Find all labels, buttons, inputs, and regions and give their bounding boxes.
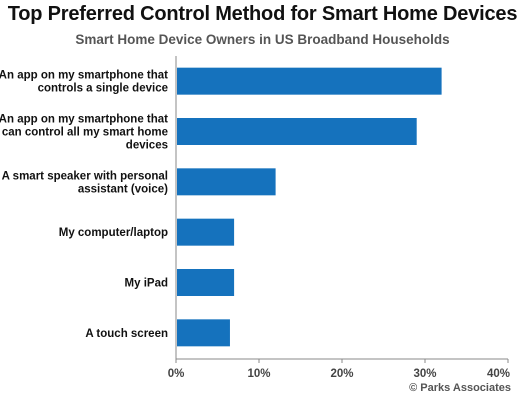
chart-title: Top Preferred Control Method for Smart H… — [7, 3, 518, 25]
chart-subtitle: Smart Home Device Owners in US Broadband… — [75, 32, 450, 47]
source-credit: © Parks Associates — [409, 382, 511, 394]
category-label-3: My computer/laptop — [59, 227, 168, 239]
x-tick-label-4: 40% — [487, 368, 510, 380]
x-tick-label-3: 30% — [413, 368, 436, 380]
bar-2 — [177, 168, 276, 196]
x-tick-label-1: 10% — [247, 368, 270, 380]
category-label-5: A touch screen — [85, 328, 168, 340]
category-label-4: My iPad — [125, 278, 168, 290]
x-tick-label-0: 0% — [168, 368, 185, 380]
category-label-2: A smart speaker with personal assistant (… — [2, 170, 169, 195]
bar-0 — [177, 67, 442, 95]
bar-3 — [177, 218, 235, 246]
bar-1 — [177, 118, 417, 145]
category-label-0: An app on my smartphone that controls a s… — [0, 70, 168, 95]
x-tick-label-2: 20% — [330, 368, 353, 380]
bar-5 — [177, 319, 230, 347]
category-label-1: An app on my smartphone that can control … — [0, 114, 168, 152]
bar-4 — [177, 269, 235, 296]
